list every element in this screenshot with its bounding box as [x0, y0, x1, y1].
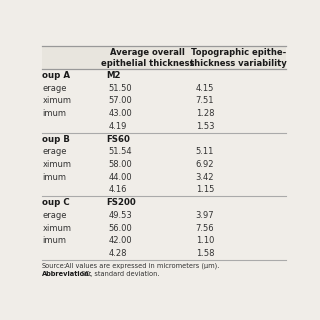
Text: 1.15: 1.15: [196, 185, 214, 194]
Text: ximum: ximum: [42, 96, 71, 106]
Text: 7.56: 7.56: [196, 223, 214, 233]
Text: 57.00: 57.00: [108, 96, 132, 106]
Text: 4.28: 4.28: [108, 249, 127, 258]
Text: 4.19: 4.19: [108, 122, 127, 131]
Text: 51.50: 51.50: [108, 84, 132, 93]
Bar: [42, 46, 286, 69]
Text: Source:: Source:: [42, 263, 67, 269]
Text: FS200: FS200: [106, 198, 136, 207]
Text: oup B: oup B: [42, 135, 70, 144]
Text: 1.53: 1.53: [196, 122, 214, 131]
Text: 4.16: 4.16: [108, 185, 127, 194]
Text: All values are expressed in micrometers (μm).: All values are expressed in micrometers …: [63, 263, 220, 269]
Text: 6.92: 6.92: [196, 160, 214, 169]
Text: oup A: oup A: [42, 71, 70, 80]
Text: erage: erage: [42, 211, 67, 220]
Text: imum: imum: [42, 236, 66, 245]
Text: 44.00: 44.00: [108, 173, 132, 182]
Text: 1.10: 1.10: [196, 236, 214, 245]
Text: 43.00: 43.00: [108, 109, 132, 118]
Text: Average overall
epithelial thickness: Average overall epithelial thickness: [101, 48, 194, 68]
Text: 5.11: 5.11: [196, 147, 214, 156]
Text: 1.58: 1.58: [196, 249, 214, 258]
Text: 1.28: 1.28: [196, 109, 214, 118]
Text: 4.15: 4.15: [196, 84, 214, 93]
Text: 42.00: 42.00: [108, 236, 132, 245]
Text: ximum: ximum: [42, 160, 71, 169]
Text: 51.54: 51.54: [108, 147, 132, 156]
Text: ximum: ximum: [42, 223, 71, 233]
Text: erage: erage: [42, 84, 67, 93]
Text: FS60: FS60: [106, 135, 130, 144]
Text: 3.97: 3.97: [196, 211, 214, 220]
Text: SD, standard deviation.: SD, standard deviation.: [79, 271, 159, 277]
Text: oup C: oup C: [42, 198, 70, 207]
Text: 49.53: 49.53: [108, 211, 132, 220]
Text: imum: imum: [42, 109, 66, 118]
Text: 3.42: 3.42: [196, 173, 214, 182]
Text: 58.00: 58.00: [108, 160, 132, 169]
Text: Topographic epithe-
thickness variability: Topographic epithe- thickness variabilit…: [190, 48, 287, 68]
Text: 56.00: 56.00: [108, 223, 132, 233]
Text: imum: imum: [42, 173, 66, 182]
Text: 7.51: 7.51: [196, 96, 214, 106]
Text: Abbreviation:: Abbreviation:: [42, 271, 92, 277]
Text: erage: erage: [42, 147, 67, 156]
Text: M2: M2: [106, 71, 120, 80]
